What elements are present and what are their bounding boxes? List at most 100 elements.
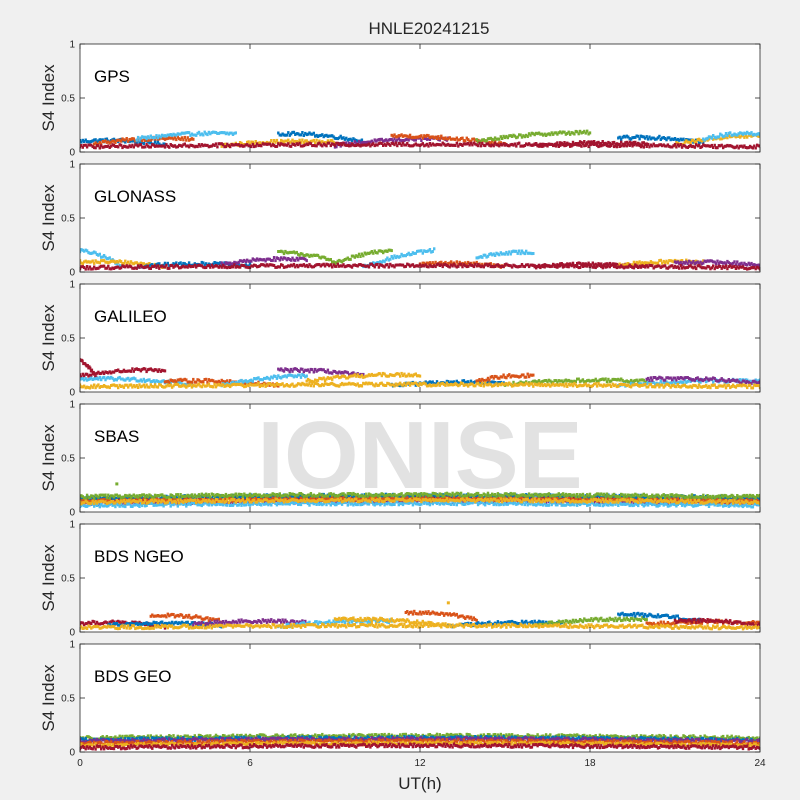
data-point	[268, 382, 271, 385]
data-point	[581, 378, 585, 382]
data-point	[373, 373, 376, 377]
data-point	[566, 500, 569, 504]
data-point	[631, 263, 634, 267]
data-point	[591, 142, 594, 146]
data-point	[339, 259, 342, 263]
data-point	[567, 265, 570, 269]
data-point	[686, 376, 689, 379]
data-point	[717, 264, 721, 268]
data-point	[471, 382, 474, 386]
data-point	[345, 136, 348, 140]
data-point	[627, 262, 630, 265]
data-point	[710, 383, 713, 387]
data-point	[369, 144, 372, 148]
data-point	[304, 143, 307, 147]
data-point	[277, 367, 280, 371]
data-point	[301, 373, 304, 376]
data-point	[139, 378, 143, 382]
data-point	[190, 496, 194, 499]
data-point	[418, 134, 422, 138]
data-point	[576, 377, 579, 381]
data-point	[489, 383, 492, 387]
data-point	[289, 367, 293, 371]
data-point	[546, 264, 549, 268]
data-point	[651, 136, 654, 140]
data-point	[169, 264, 172, 267]
data-point	[754, 384, 757, 388]
data-point	[267, 264, 270, 268]
data-point	[107, 385, 110, 389]
data-point	[712, 137, 715, 141]
data-point	[501, 265, 504, 268]
data-point	[333, 375, 337, 379]
data-point	[219, 261, 222, 265]
data-point	[97, 377, 100, 381]
data-point	[333, 136, 337, 140]
data-point	[285, 133, 288, 137]
data-point	[254, 258, 257, 262]
data-point	[666, 261, 670, 265]
data-point	[363, 143, 366, 147]
data-point	[384, 258, 388, 262]
data-point	[189, 143, 192, 147]
data-point	[102, 384, 106, 387]
data-point	[298, 497, 301, 501]
data-point	[397, 382, 400, 386]
data-point	[329, 134, 332, 138]
series-segment	[80, 141, 760, 150]
panel-label: GALILEO	[94, 307, 167, 326]
data-point	[505, 143, 508, 146]
data-point	[488, 252, 491, 256]
data-point	[614, 265, 617, 269]
data-point	[83, 374, 86, 378]
data-point	[638, 264, 641, 268]
data-point	[612, 384, 616, 388]
data-point	[365, 141, 368, 144]
data-point	[359, 372, 362, 376]
data-point	[697, 137, 701, 141]
data-point	[445, 137, 449, 141]
data-point	[469, 261, 473, 265]
data-point	[309, 132, 313, 136]
data-point	[648, 145, 651, 149]
data-point	[224, 265, 228, 269]
data-point	[401, 500, 405, 504]
data-point	[319, 264, 322, 268]
data-point	[642, 145, 645, 149]
data-point	[620, 382, 623, 386]
data-point	[461, 379, 464, 383]
data-point	[281, 375, 284, 379]
data-point	[433, 247, 436, 251]
data-point	[632, 501, 636, 505]
data-point	[737, 135, 740, 138]
data-point	[97, 383, 100, 387]
data-point	[91, 372, 94, 376]
data-point	[577, 141, 580, 145]
data-point	[138, 141, 141, 145]
data-point	[406, 262, 409, 266]
data-point	[549, 384, 552, 388]
data-point	[639, 382, 643, 386]
data-point	[189, 134, 192, 137]
data-point	[165, 143, 168, 147]
data-point	[433, 264, 436, 268]
data-point	[441, 136, 444, 140]
data-point	[635, 142, 638, 146]
data-point	[319, 133, 322, 137]
data-point	[244, 260, 247, 264]
data-point	[151, 380, 154, 383]
data-point	[338, 136, 341, 140]
data-point	[204, 266, 208, 269]
data-point	[288, 373, 291, 377]
data-point	[212, 265, 215, 269]
data-point	[503, 382, 507, 386]
data-point	[353, 138, 356, 142]
data-point	[676, 260, 679, 264]
data-point	[614, 262, 617, 266]
data-point	[119, 143, 123, 147]
data-point	[586, 384, 589, 388]
data-point	[740, 261, 743, 265]
data-point	[671, 259, 674, 263]
data-point	[583, 144, 586, 148]
data-point	[574, 264, 577, 268]
